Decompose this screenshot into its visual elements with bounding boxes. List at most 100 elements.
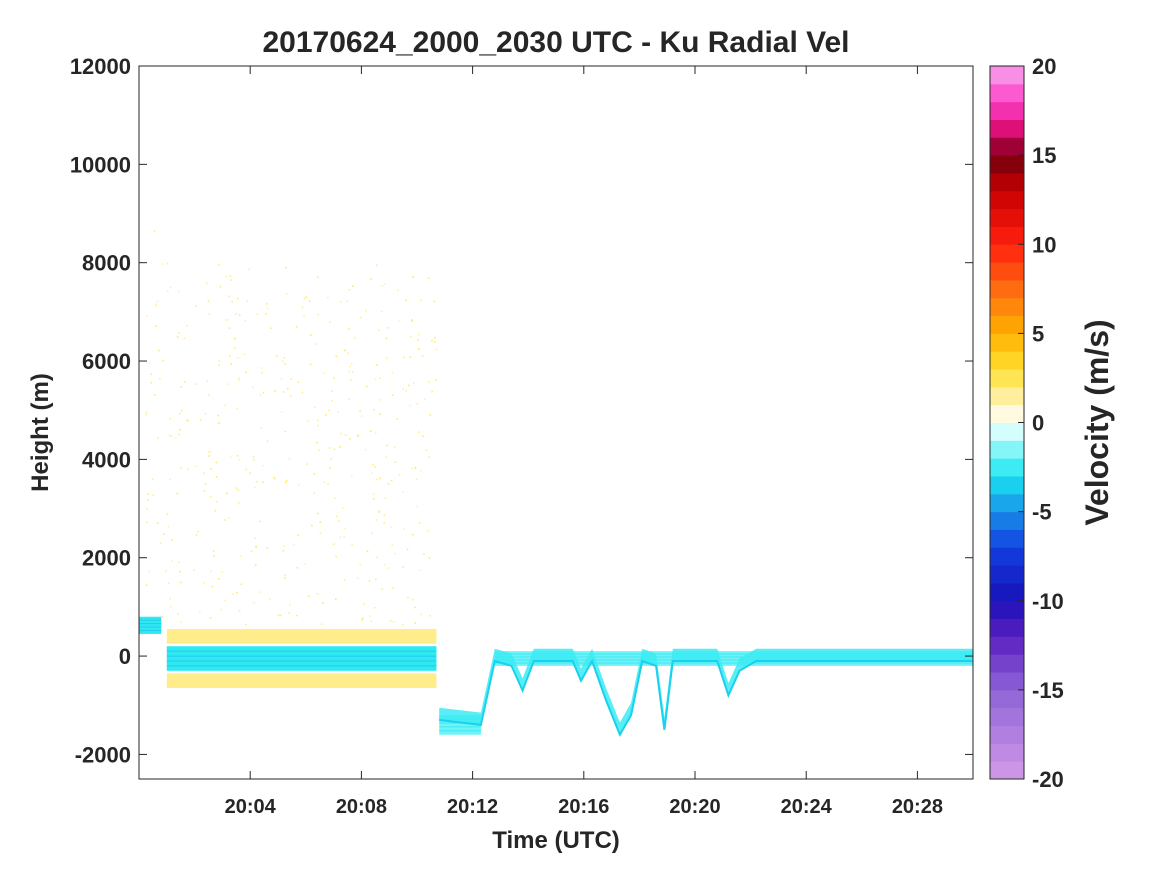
speckle-point [297,381,300,383]
speckle-point [297,534,300,537]
colorbar-segment [990,262,1024,281]
speckle-point [348,328,350,330]
speckle-point [260,427,263,429]
speckle-point [145,584,148,586]
speckle-point [236,591,238,594]
speckle-point [229,456,232,458]
speckle-point [162,359,164,362]
speckle-point [210,570,212,573]
speckle-point [245,371,247,374]
speckle-point [431,339,433,342]
speckle-point [323,481,325,483]
speckle-point [419,299,422,302]
speckle-point [316,441,318,444]
colorbar-segment [990,83,1024,103]
speckle-point [227,319,229,321]
speckle-point [379,377,381,379]
colorbar-segment [990,511,1024,530]
colorbar-tick-label: -5 [1032,500,1052,525]
speckle-point [416,402,418,405]
speckle-point [423,553,425,555]
colorbar-segment [990,707,1024,727]
speckle-point [375,578,377,580]
speckle-point [272,476,275,479]
speckle-point [228,295,231,298]
speckle-point [155,325,157,327]
speckle-point [238,314,241,316]
speckle-point [238,379,240,382]
speckle-point [306,463,308,465]
speckle-point [290,378,293,380]
colorbar-segment [990,689,1024,709]
speckle-point [409,335,412,338]
speckle-point [333,377,335,379]
speckle-point [202,472,205,475]
speckle-point [329,321,331,323]
speckle-point [433,300,436,303]
speckle-point [218,364,220,366]
speckle-point [155,305,158,307]
speckle-point [285,293,288,295]
speckle-point [389,619,392,622]
speckle-point [288,603,291,606]
speckle-point [318,449,320,452]
speckle-point [335,598,337,600]
speckle-point [305,296,308,298]
colorbar-segment [990,315,1024,334]
speckle-point [320,623,323,626]
speckle-point [180,386,183,388]
speckle-point [170,435,172,438]
speckle-point [415,478,418,481]
speckle-point [228,327,231,329]
speckle-point [385,337,388,340]
plot-frame [138,65,974,780]
speckle-point [402,566,405,568]
speckle-point [146,508,148,510]
speckle-point [218,422,220,424]
speckle-point [270,327,272,330]
speckle-point [195,305,197,307]
speckle-point [418,431,420,433]
speckle-point [414,606,417,609]
y-tick-label: 4000 [82,447,131,472]
speckle-point [203,581,206,584]
speckle-point [381,285,383,287]
colorbar-segment [990,208,1024,227]
speckle-point [213,555,215,557]
speckle-point [313,473,316,475]
speckle-point [230,363,232,365]
speckle-point [406,548,409,551]
speckle-point [327,297,329,299]
speckle-point [308,595,310,598]
speckle-point [349,365,351,368]
speckle-point [159,377,161,380]
speckle-point [167,525,170,528]
speckle-point [244,320,247,322]
colorbar: -20 -15 -10 -5 0 5 10 15 20 [989,54,1064,792]
speckle-point [178,561,180,564]
speckle-point [350,362,353,365]
speckle-point [217,264,220,266]
speckle-point [204,412,207,415]
y-tick-label: -2000 [75,742,131,767]
colorbar-segment [990,440,1024,459]
colorbar-tick-label: 15 [1032,143,1056,168]
colorbar-tick-label: 20 [1032,54,1056,79]
speckle-point [411,320,413,322]
speckle-point [383,563,386,566]
colorbar-segment [990,529,1024,548]
speckle-point [260,367,263,369]
speckle-point [317,424,319,427]
speckle-point [428,381,430,383]
speckle-point [209,617,212,619]
speckle-point [274,390,276,392]
speckle-point [383,514,386,517]
speckle-point [266,440,269,442]
speckle-point [179,570,181,573]
speckle-point [206,380,209,383]
speckle-point [171,560,173,563]
speckle-point [276,355,278,357]
speckle-point [180,581,182,584]
speckle-point [386,444,388,447]
speckle-point [376,264,378,266]
